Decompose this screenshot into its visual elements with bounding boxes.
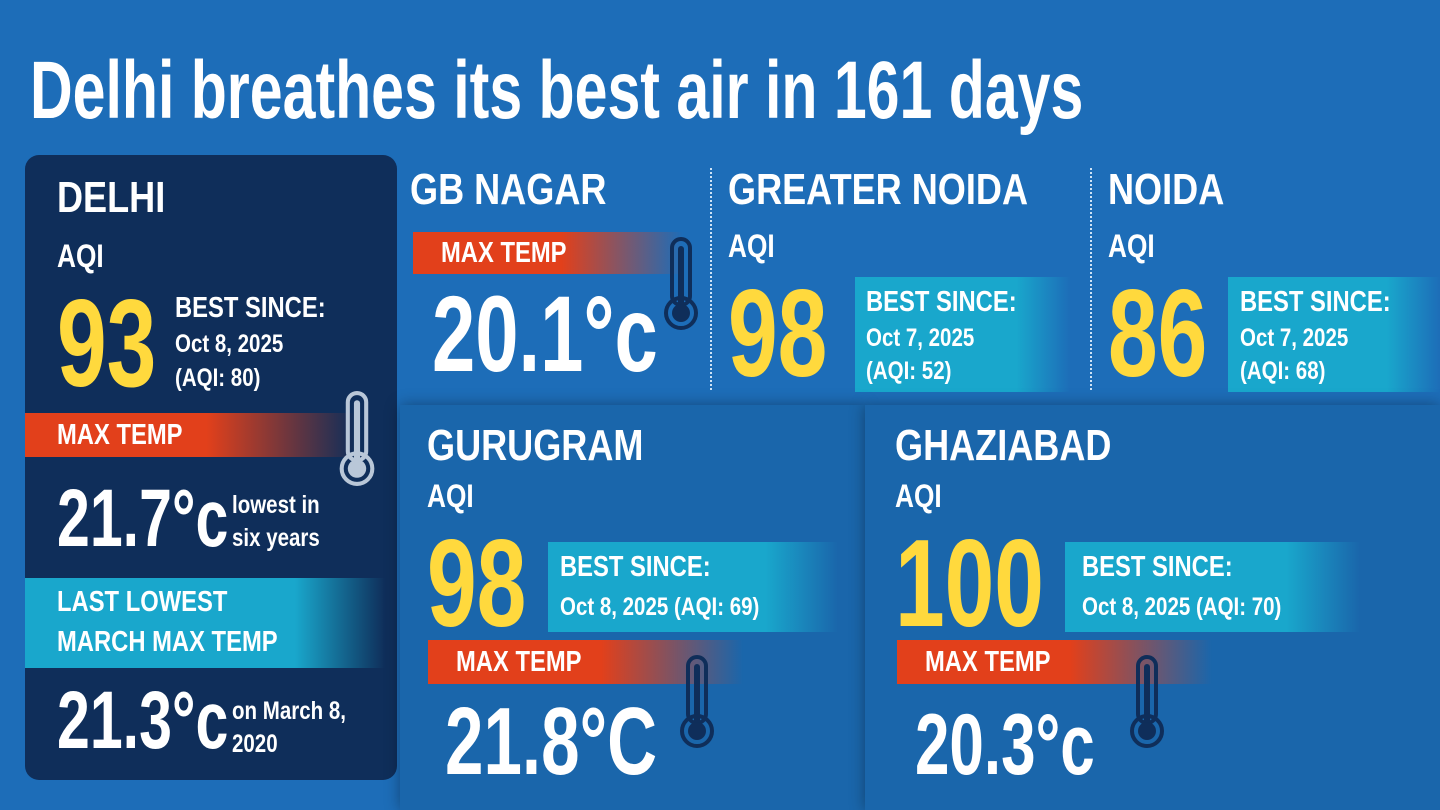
last-lowest-note: 2020 [232, 730, 278, 758]
aqi-value: 98 [427, 515, 527, 653]
best-since-label: BEST SINCE: [1082, 551, 1233, 583]
last-lowest-temp: 21.3°c [57, 675, 229, 766]
best-since-detail: Oct 8, 2025 (AQI: 70) [1082, 593, 1282, 621]
last-lowest-label: LAST LOWEST [57, 586, 228, 618]
city-name: GREATER NOIDA [728, 165, 1029, 214]
last-lowest-label: MARCH MAX TEMP [57, 626, 278, 658]
max-temp-bar [897, 640, 1212, 684]
max-temp-bar [413, 232, 683, 274]
aqi-label: AQI [895, 478, 942, 514]
max-temp-label: MAX TEMP [456, 646, 582, 678]
divider [710, 168, 712, 390]
aqi-label: AQI [427, 478, 474, 514]
thermometer-icon [674, 654, 720, 750]
title: Delhi breathes its best air in 161 days [30, 45, 1084, 136]
best-since-label: BEST SINCE: [560, 551, 711, 583]
max-temp-label: MAX TEMP [925, 646, 1051, 678]
aqi-label: AQI [57, 238, 104, 274]
best-since-label: BEST SINCE: [175, 292, 326, 324]
max-temp: 20.3°c [915, 697, 1095, 793]
city-name: GHAZIABAD [895, 421, 1112, 470]
max-temp-note: six years [232, 524, 320, 552]
best-since-aqi: (AQI: 80) [175, 364, 261, 392]
aqi-value: 86 [1108, 265, 1208, 403]
aqi-label: AQI [728, 228, 775, 264]
max-temp-bar [25, 413, 355, 457]
best-since-date: Oct 8, 2025 [175, 330, 284, 358]
best-since-label: BEST SINCE: [1240, 286, 1391, 318]
best-since-aqi: (AQI: 52) [866, 357, 952, 385]
max-temp-label: MAX TEMP [57, 419, 183, 451]
best-since-box [1228, 277, 1440, 392]
city-name: NOIDA [1108, 165, 1225, 214]
city-name: GB NAGAR [410, 165, 607, 214]
last-lowest-bar [25, 578, 385, 668]
aqi-label: AQI [1108, 228, 1155, 264]
aqi-value: 98 [728, 265, 828, 403]
thermometer-icon [1124, 654, 1170, 750]
aqi-value: 100 [895, 515, 1044, 653]
max-temp: 21.8°C [445, 688, 658, 795]
thermometer-icon [658, 236, 704, 332]
best-since-aqi: (AQI: 68) [1240, 357, 1326, 385]
best-since-box [855, 277, 1070, 392]
best-since-box [1065, 542, 1360, 632]
thermometer-icon [333, 390, 381, 488]
best-since-date: Oct 7, 2025 [1240, 324, 1349, 352]
best-since-label: BEST SINCE: [866, 286, 1017, 318]
max-temp-label: MAX TEMP [441, 237, 567, 269]
max-temp-note: lowest in [232, 491, 320, 519]
max-temp: 21.7°c [57, 473, 229, 564]
best-since-box [548, 542, 838, 632]
divider [1090, 168, 1092, 390]
max-temp: 20.1°c [432, 273, 658, 394]
delhi-card [25, 155, 397, 780]
last-lowest-note: on March 8, [232, 697, 346, 725]
city-name: GURUGRAM [427, 421, 644, 470]
best-since-detail: Oct 8, 2025 (AQI: 69) [560, 593, 760, 621]
city-name: DELHI [57, 173, 166, 222]
aqi-value: 93 [57, 275, 157, 413]
best-since-date: Oct 7, 2025 [866, 324, 975, 352]
